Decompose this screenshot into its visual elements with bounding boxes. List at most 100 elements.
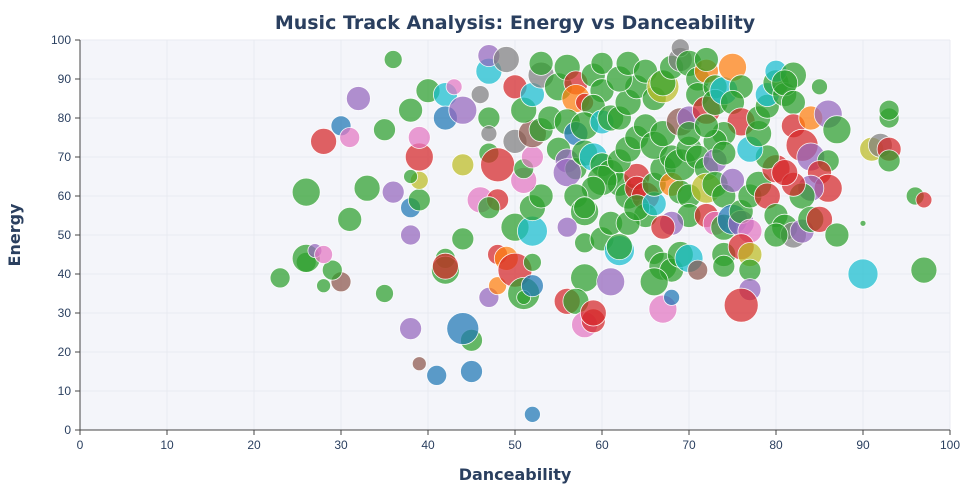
data-point[interactable] (528, 183, 554, 209)
data-point[interactable] (431, 252, 459, 280)
data-point[interactable] (381, 180, 405, 204)
data-point[interactable] (398, 97, 424, 123)
x-tick-label: 10 (160, 438, 174, 452)
data-point[interactable] (910, 256, 938, 284)
data-point[interactable] (407, 126, 431, 149)
data-point[interactable] (687, 259, 709, 281)
data-point[interactable] (596, 267, 626, 297)
data-point[interactable] (291, 177, 321, 207)
data-point[interactable] (806, 205, 833, 233)
x-tick-label: 40 (421, 438, 435, 452)
y-tick-label: 20 (58, 345, 72, 359)
data-point[interactable] (763, 222, 789, 248)
data-point[interactable] (411, 356, 427, 372)
x-tick-label: 20 (247, 438, 261, 452)
x-tick-label: 50 (508, 438, 522, 452)
data-point[interactable] (570, 263, 599, 293)
y-tick-label: 30 (58, 306, 72, 320)
data-point[interactable] (448, 95, 478, 125)
y-tick-label: 80 (58, 111, 72, 125)
data-point[interactable] (606, 233, 633, 261)
data-point[interactable] (878, 99, 900, 121)
data-point[interactable] (694, 113, 719, 139)
data-point[interactable] (524, 405, 541, 423)
data-point[interactable] (321, 259, 343, 281)
data-point[interactable] (523, 252, 542, 272)
data-point[interactable] (915, 191, 933, 209)
x-axis-ticks: 0 10 20 30 40 50 60 70 80 90 100 (77, 430, 960, 452)
data-point[interactable] (445, 78, 463, 96)
y-axis-ticks: 0 10 20 30 40 50 60 70 80 90 100 (51, 33, 80, 437)
data-point[interactable] (480, 147, 516, 183)
y-tick-label: 40 (58, 267, 72, 281)
data-point[interactable] (590, 52, 614, 75)
data-point[interactable] (492, 46, 520, 73)
data-point[interactable] (552, 158, 582, 188)
data-point[interactable] (663, 288, 680, 306)
data-point[interactable] (877, 149, 901, 173)
data-point[interactable] (316, 278, 332, 294)
data-point[interactable] (426, 364, 448, 386)
data-point[interactable] (738, 258, 762, 282)
data-point[interactable] (339, 127, 361, 148)
data-point[interactable] (859, 219, 867, 227)
y-tick-label: 100 (51, 33, 71, 47)
data-point[interactable] (337, 206, 363, 232)
data-point[interactable] (375, 284, 394, 303)
chart-title: Music Track Analysis: Energy vs Danceabi… (275, 12, 756, 34)
data-point[interactable] (403, 169, 419, 184)
x-tick-label: 30 (334, 438, 348, 452)
data-point[interactable] (521, 145, 544, 169)
data-point[interactable] (480, 125, 498, 143)
data-point[interactable] (712, 254, 736, 278)
data-point[interactable] (521, 274, 544, 298)
x-axis-title: Danceability (459, 465, 572, 484)
data-points (269, 38, 938, 423)
x-tick-label: 100 (940, 438, 960, 452)
data-point[interactable] (470, 85, 490, 104)
x-tick-label: 90 (856, 438, 870, 452)
data-point[interactable] (383, 50, 403, 69)
data-point[interactable] (822, 115, 852, 145)
x-tick-label: 0 (77, 438, 84, 452)
x-tick-label: 60 (595, 438, 609, 452)
data-point[interactable] (269, 267, 291, 289)
data-point[interactable] (573, 196, 596, 220)
y-tick-label: 90 (58, 72, 72, 86)
data-point[interactable] (711, 140, 737, 166)
data-point[interactable] (399, 317, 423, 341)
data-point[interactable] (824, 222, 850, 248)
data-point[interactable] (477, 196, 501, 220)
data-point[interactable] (720, 167, 745, 193)
data-point[interactable] (353, 174, 381, 202)
data-point[interactable] (314, 245, 334, 264)
data-point[interactable] (694, 47, 719, 72)
data-point[interactable] (345, 86, 371, 111)
data-point[interactable] (650, 214, 676, 240)
data-point[interactable] (407, 188, 431, 212)
y-axis-title: Energy (5, 203, 24, 267)
data-point[interactable] (811, 78, 828, 96)
data-point[interactable] (847, 258, 879, 290)
data-point[interactable] (528, 51, 554, 76)
data-point[interactable] (723, 287, 759, 323)
data-point[interactable] (400, 224, 422, 246)
data-point[interactable] (460, 360, 483, 383)
data-point[interactable] (579, 299, 607, 327)
data-point[interactable] (451, 153, 475, 177)
x-tick-label: 70 (682, 438, 696, 452)
data-point[interactable] (639, 267, 669, 297)
data-point[interactable] (310, 127, 338, 155)
y-tick-label: 50 (58, 228, 72, 242)
y-tick-label: 10 (58, 384, 72, 398)
data-point[interactable] (451, 227, 475, 251)
data-point[interactable] (373, 118, 396, 142)
data-point[interactable] (556, 216, 578, 238)
y-tick-label: 0 (64, 423, 71, 437)
data-point[interactable] (446, 312, 480, 346)
y-tick-label: 70 (58, 150, 72, 164)
x-tick-label: 80 (769, 438, 783, 452)
data-point[interactable] (771, 159, 799, 187)
